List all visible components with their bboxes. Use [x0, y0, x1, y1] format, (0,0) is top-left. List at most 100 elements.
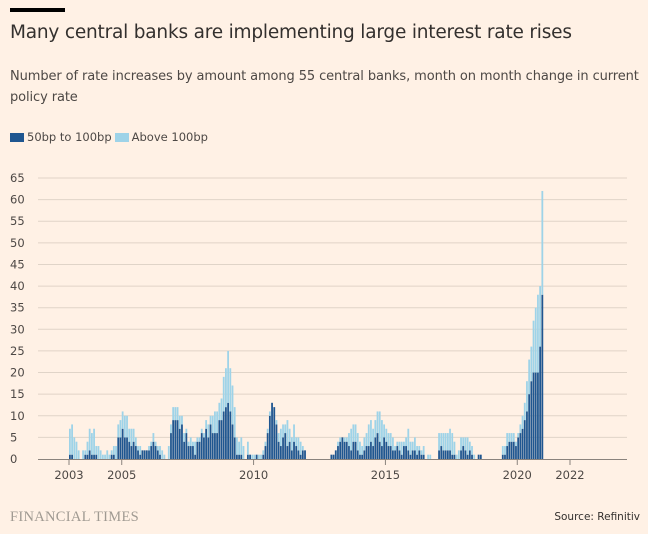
- bar-above-100bp: [176, 407, 179, 421]
- bar-50-100bp: [277, 441, 280, 459]
- bar-50-100bp: [348, 446, 350, 459]
- bar-50-100bp: [262, 454, 265, 459]
- bar-above-100bp: [262, 450, 265, 455]
- ft-logo: FINANCIAL TIMES: [10, 509, 139, 525]
- bar-above-100bp: [365, 433, 368, 447]
- bar-50-100bp: [268, 415, 271, 459]
- bar-above-100bp: [205, 420, 208, 429]
- bar-above-100bp: [508, 433, 511, 442]
- legend-swatch-50-100bp: [10, 132, 24, 142]
- bar-above-100bp: [268, 411, 271, 416]
- bar-above-100bp: [521, 415, 524, 429]
- bar-above-100bp: [539, 286, 542, 347]
- bar-50-100bp: [225, 407, 227, 459]
- bar-50-100bp: [363, 450, 366, 459]
- bar-above-100bp: [207, 424, 210, 438]
- bar-above-100bp: [442, 433, 445, 451]
- bar-above-100bp: [534, 307, 537, 373]
- bar-above-100bp: [238, 441, 240, 455]
- bar-above-100bp: [192, 441, 194, 447]
- bar-50-100bp: [466, 454, 469, 459]
- bar-50-100bp: [240, 454, 243, 459]
- bar-above-100bp: [257, 454, 260, 459]
- bar-50-100bp: [387, 446, 390, 459]
- bar-above-100bp: [253, 454, 256, 459]
- bar-above-100bp: [170, 424, 172, 434]
- bar-above-100bp: [209, 415, 212, 425]
- bar-50-100bp: [128, 441, 131, 459]
- bar-50-100bp: [141, 450, 144, 459]
- bar-50-100bp: [110, 454, 113, 459]
- bar-50-100bp: [95, 454, 98, 459]
- bar-above-100bp: [284, 424, 287, 434]
- bar-50-100bp: [112, 454, 115, 459]
- bar-50-100bp: [154, 446, 157, 459]
- bar-above-100bp: [462, 437, 465, 447]
- bar-above-100bp: [282, 424, 284, 438]
- bar-above-100bp: [515, 441, 517, 447]
- bar-above-100bp: [381, 420, 383, 447]
- bar-above-100bp: [361, 446, 364, 455]
- bar-50-100bp: [264, 446, 267, 459]
- x-tick-label: 2015: [371, 468, 400, 482]
- bar-above-100bp: [506, 433, 509, 447]
- bar-above-100bp: [409, 441, 412, 455]
- bar-50-100bp: [359, 454, 361, 459]
- bar-50-100bp: [304, 450, 306, 459]
- bar-above-100bp: [385, 428, 388, 442]
- bar-50-100bp: [411, 450, 414, 459]
- bar-50-100bp: [236, 454, 238, 459]
- bar-50-100bp: [231, 424, 234, 459]
- y-tick-label: 45: [10, 257, 25, 271]
- bar-above-100bp: [350, 428, 353, 451]
- bar-50-100bp: [444, 450, 447, 459]
- bar-50-100bp: [90, 454, 93, 459]
- bar-50-100bp: [266, 433, 269, 459]
- bar-above-100bp: [233, 407, 236, 438]
- bar-50-100bp: [286, 446, 289, 459]
- bar-50-100bp: [381, 446, 383, 459]
- bar-50-100bp: [185, 433, 188, 459]
- bar-50-100bp: [352, 441, 355, 459]
- bar-above-100bp: [396, 441, 399, 447]
- bar-above-100bp: [510, 433, 513, 442]
- bar-50-100bp: [198, 441, 201, 459]
- bar-50-100bp: [361, 454, 364, 459]
- bar-50-100bp: [354, 441, 357, 459]
- y-tick-label: 50: [10, 236, 25, 250]
- bar-above-100bp: [523, 402, 526, 421]
- bar-50-100bp: [446, 450, 449, 459]
- bar-50-100bp: [93, 454, 95, 459]
- bar-50-100bp: [392, 450, 394, 459]
- legend-label-above-100bp: Above 100bp: [131, 130, 208, 144]
- bar-above-100bp: [134, 437, 137, 447]
- bar-50-100bp: [407, 450, 410, 459]
- bar-above-100bp: [216, 411, 219, 434]
- bar-50-100bp: [192, 446, 194, 459]
- bar-50-100bp: [233, 437, 236, 459]
- bar-above-100bp: [112, 446, 115, 455]
- bar-above-100bp: [174, 407, 177, 421]
- bar-above-100bp: [90, 433, 93, 455]
- bar-50-100bp: [521, 428, 524, 459]
- bar-above-100bp: [297, 437, 300, 451]
- bar-50-100bp: [418, 450, 421, 459]
- bar-50-100bp: [449, 450, 451, 459]
- bar-above-100bp: [299, 441, 302, 455]
- bar-50-100bp: [376, 433, 379, 459]
- gridlines: 0 5 10 15 20 25 30 35 40 45 50 55 60 65: [10, 171, 627, 466]
- bar-above-100bp: [106, 450, 109, 459]
- bar-above-100bp: [227, 350, 230, 403]
- legend-item-above-100bp: Above 100bp: [114, 130, 208, 144]
- bar-above-100bp: [413, 437, 416, 451]
- x-tick-label: 2010: [239, 468, 268, 482]
- bar-above-100bp: [457, 450, 460, 459]
- bar-50-100bp: [132, 441, 135, 459]
- bar-50-100bp: [440, 446, 443, 459]
- bar-above-100bp: [196, 437, 199, 442]
- bar-50-100bp: [403, 446, 405, 459]
- bar-above-100bp: [93, 428, 95, 455]
- bar-above-100bp: [82, 450, 84, 459]
- bar-above-100bp: [464, 437, 467, 451]
- bar-50-100bp: [249, 454, 251, 459]
